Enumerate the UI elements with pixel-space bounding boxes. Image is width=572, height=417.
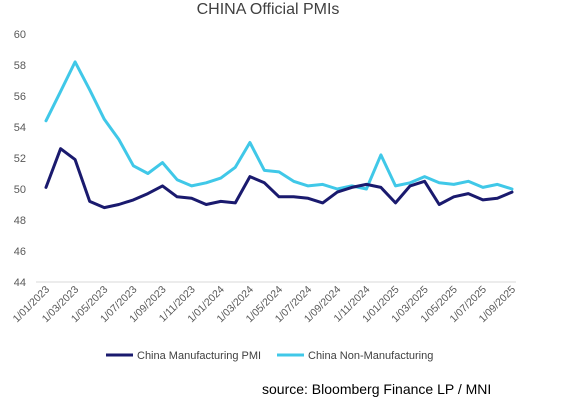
legend-label: China Manufacturing PMI [137, 350, 261, 362]
series-line-china-non-manufacturing [44, 60, 514, 191]
legend: China Manufacturing PMI China Non-Manufac… [106, 350, 433, 362]
y-tick-label: 50 [14, 184, 26, 196]
source-note: source: Bloomberg Finance LP / MNI [262, 381, 492, 397]
y-tick-label: 52 [14, 153, 26, 165]
x-axis: 1/01/20231/03/20231/05/20231/07/20231/09… [11, 284, 519, 326]
y-axis: 44 46 48 50 52 54 56 58 60 [14, 29, 26, 289]
y-tick-label: 44 [14, 277, 26, 289]
y-tick-label: 60 [14, 29, 26, 41]
series-lines [44, 60, 514, 210]
y-tick-label: 54 [14, 122, 26, 134]
chart-title: CHINA Official PMIs [197, 1, 340, 18]
y-tick-label: 46 [14, 246, 26, 258]
y-tick-label: 56 [14, 91, 26, 103]
series-line-china-manufacturing-pmi [44, 147, 514, 210]
legend-label: China Non-Manufacturing [308, 350, 433, 362]
y-tick-label: 58 [14, 60, 26, 72]
y-tick-label: 48 [14, 215, 26, 227]
